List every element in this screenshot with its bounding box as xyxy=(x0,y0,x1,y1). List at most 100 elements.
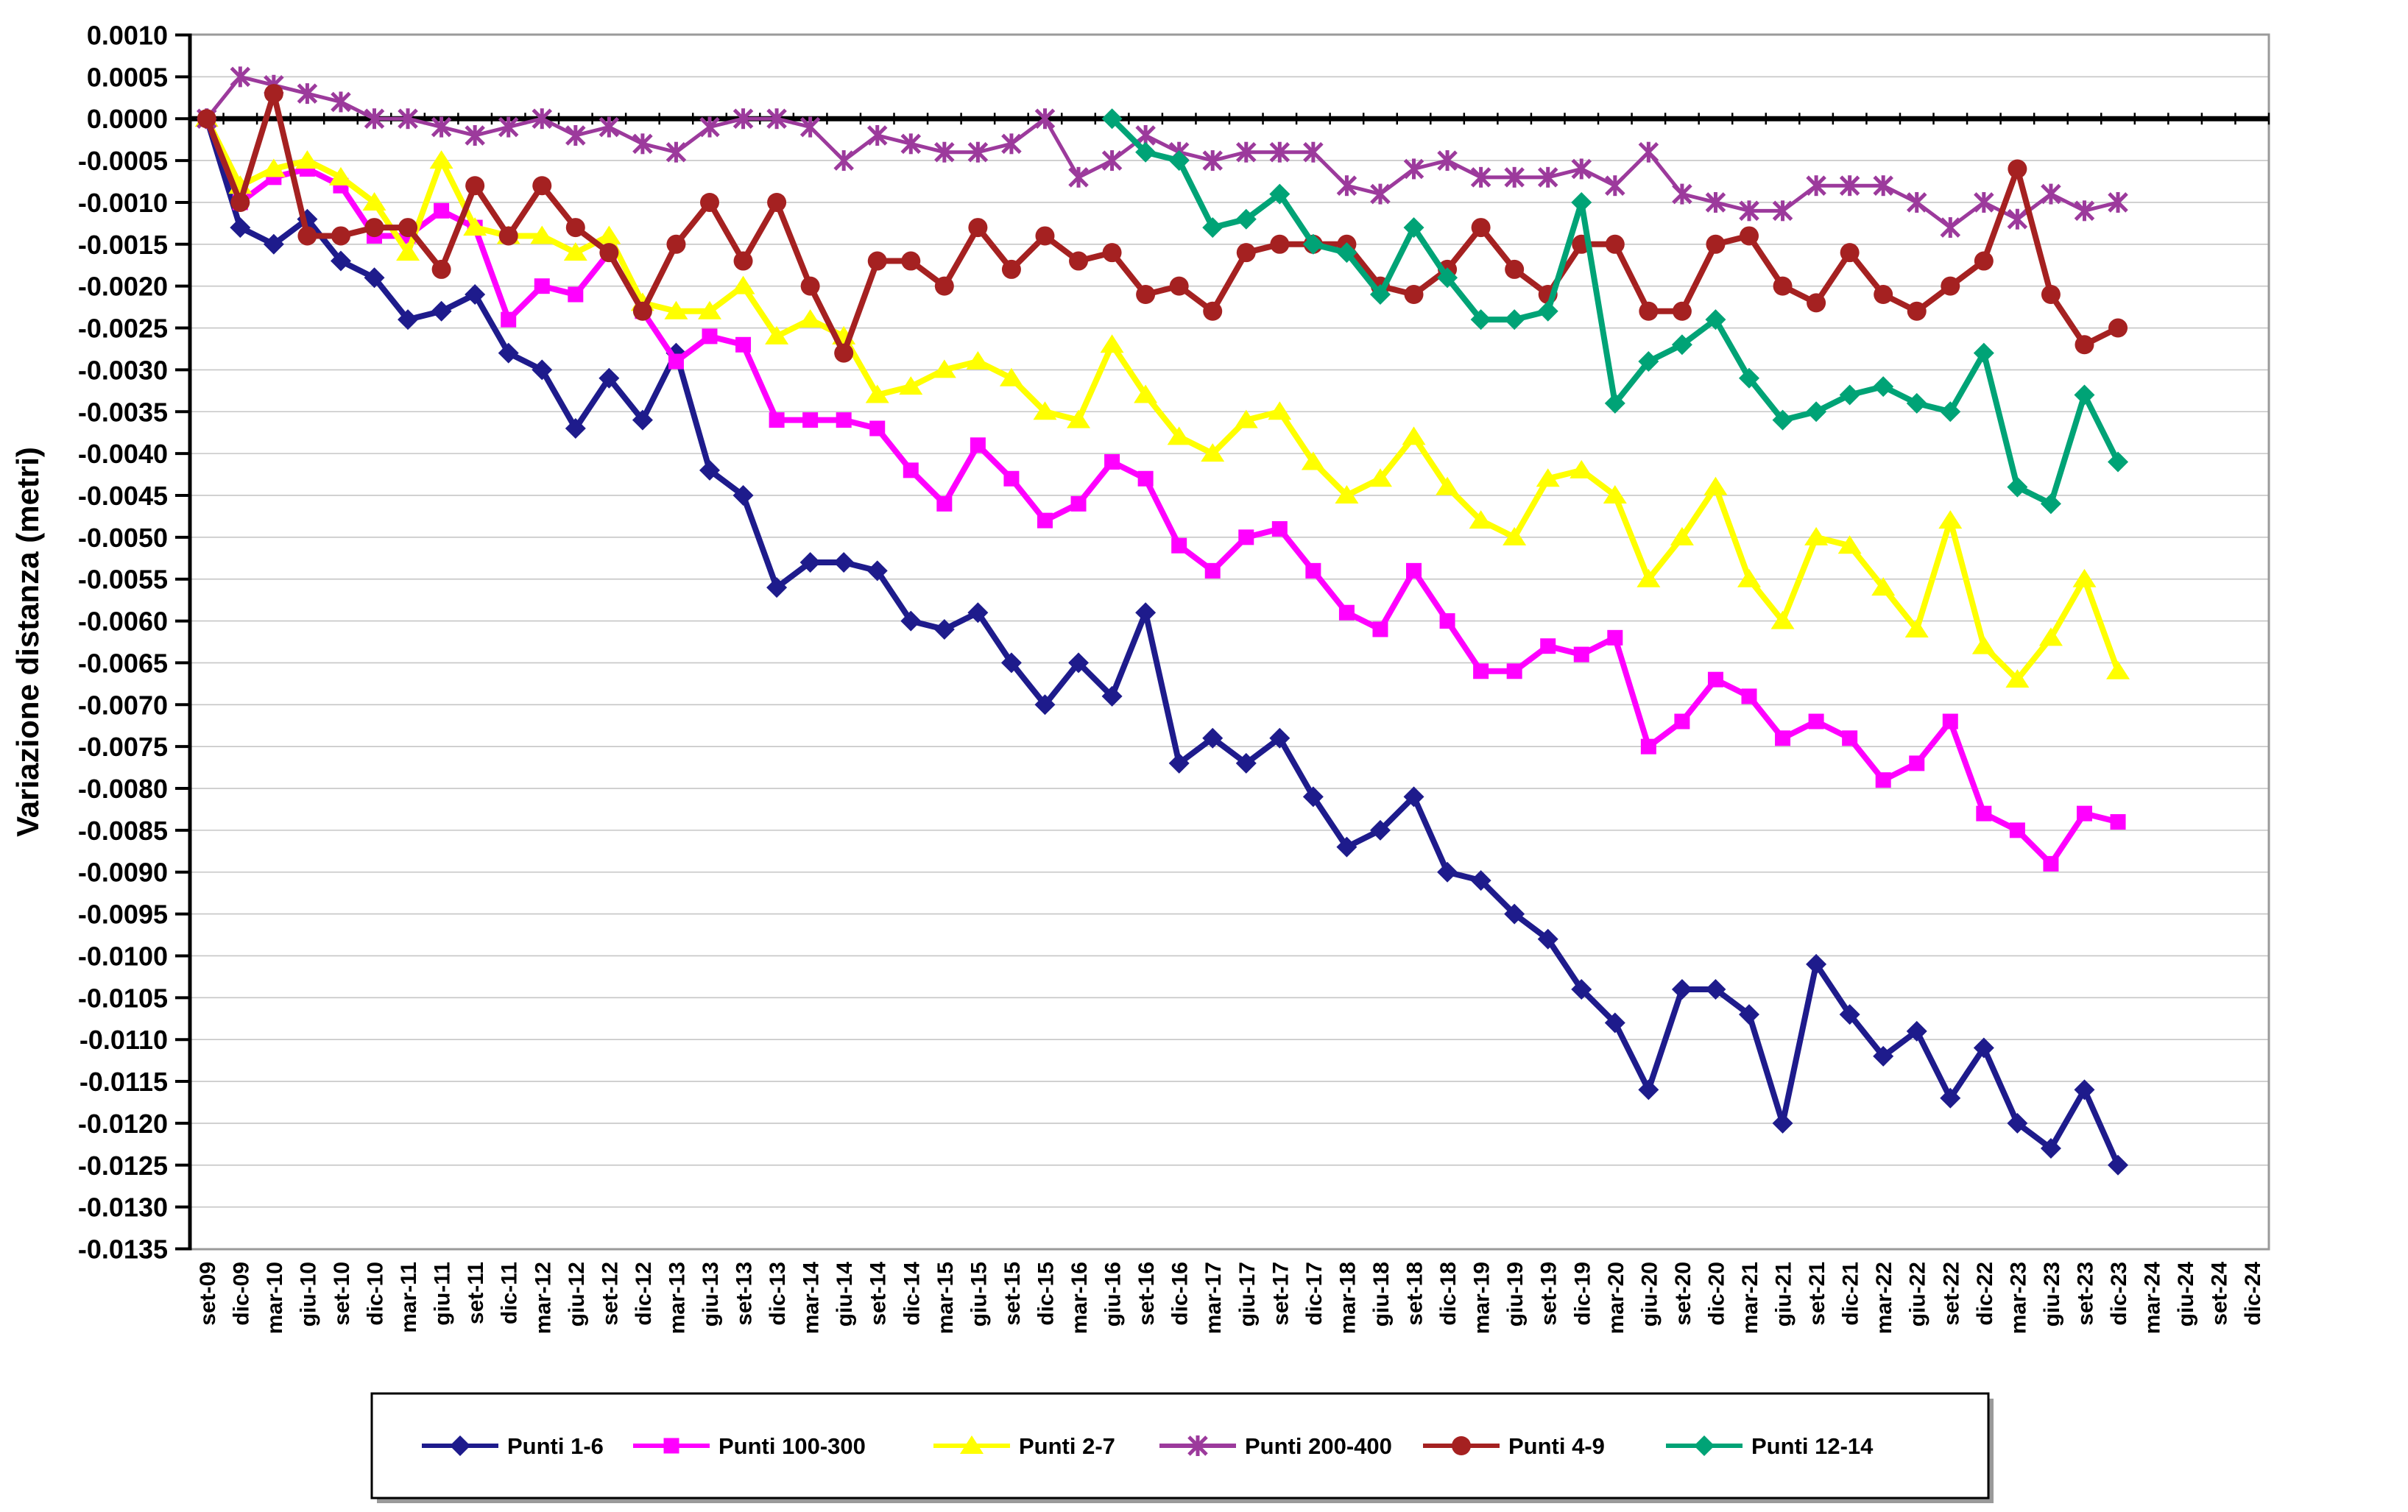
x-tick-label: set-19 xyxy=(1537,1262,1561,1326)
y-tick-label: -0.0125 xyxy=(78,1151,168,1181)
data-point-marker xyxy=(1671,334,1692,356)
y-tick-label: -0.0035 xyxy=(78,397,168,427)
series-punti-2-7 xyxy=(194,108,2130,688)
data-point-marker xyxy=(396,242,420,261)
x-tick-label: giu-18 xyxy=(1369,1262,1394,1326)
x-tick-label: dic-24 xyxy=(2241,1262,2265,1326)
x-tick-label: giu-12 xyxy=(565,1262,589,1326)
data-point-marker xyxy=(1302,233,1324,255)
x-tick-label: giu-19 xyxy=(1503,1262,1528,1326)
data-point-marker xyxy=(1570,459,1594,478)
data-point-marker xyxy=(1235,208,1257,230)
data-point-marker xyxy=(597,225,621,244)
data-point-marker xyxy=(766,577,788,598)
x-tick-label: mar-17 xyxy=(1201,1262,1226,1334)
data-point-marker xyxy=(1874,285,1893,305)
data-point-marker xyxy=(2040,493,2061,515)
data-point-marker xyxy=(702,328,718,345)
data-point-marker xyxy=(1270,234,1290,254)
data-point-marker xyxy=(1536,468,1560,487)
x-tick-label: set-16 xyxy=(1134,1262,1159,1326)
data-point-marker xyxy=(1369,819,1391,841)
legend-item: Punti 1-6 xyxy=(422,1433,604,1459)
y-tick-label: -0.0060 xyxy=(78,607,168,637)
y-tick-label: -0.0110 xyxy=(80,1025,168,1055)
data-point-marker xyxy=(530,225,554,244)
x-tick-label: giu-20 xyxy=(1637,1262,1662,1326)
data-point-marker xyxy=(431,259,451,279)
data-point-marker xyxy=(1137,470,1154,487)
data-point-marker xyxy=(798,309,822,328)
data-point-marker xyxy=(498,342,519,364)
data-point-marker xyxy=(2043,855,2059,872)
data-point-marker xyxy=(331,226,350,246)
data-point-marker xyxy=(731,275,755,294)
data-point-marker xyxy=(800,276,820,296)
x-tick-label: mar-15 xyxy=(933,1262,958,1334)
data-point-marker xyxy=(599,367,620,389)
data-point-marker xyxy=(1033,401,1057,420)
data-point-marker xyxy=(1775,730,1791,746)
data-point-marker xyxy=(666,234,686,254)
data-point-marker xyxy=(501,311,517,328)
data-point-marker xyxy=(836,412,852,428)
data-point-marker xyxy=(970,437,986,453)
legend-item: Punti 100-300 xyxy=(633,1433,866,1459)
x-tick-label: set-24 xyxy=(2208,1262,2232,1326)
data-point-marker xyxy=(568,286,584,303)
data-point-marker xyxy=(1773,276,1793,296)
data-point-marker xyxy=(1906,392,1927,414)
data-point-marker xyxy=(1638,351,1659,372)
y-tick-label: -0.0020 xyxy=(78,272,168,302)
series-punti-1-6 xyxy=(196,108,2129,1176)
data-point-marker xyxy=(364,267,385,289)
y-tick-label: -0.0080 xyxy=(78,774,168,804)
y-tick-label: -0.0120 xyxy=(78,1109,168,1139)
legend-item: Punti 200-400 xyxy=(1159,1433,1392,1459)
data-point-marker xyxy=(1238,529,1254,545)
x-tick-label: dic-16 xyxy=(1168,1262,1193,1326)
legend-label: Punti 2-7 xyxy=(1019,1433,1115,1459)
data-point-marker xyxy=(1904,618,1929,637)
data-point-marker xyxy=(1739,367,1759,389)
data-point-marker xyxy=(1404,285,1424,305)
data-point-marker xyxy=(1471,218,1491,238)
data-point-marker xyxy=(1705,309,1726,331)
series-punti-200-400 xyxy=(197,66,2128,239)
data-point-marker xyxy=(328,166,353,186)
data-point-marker xyxy=(1403,217,1424,239)
data-point-marker xyxy=(699,459,720,481)
y-tick-label: -0.0015 xyxy=(78,230,168,260)
data-point-marker xyxy=(2108,1154,2129,1176)
data-point-marker xyxy=(869,420,886,437)
data-point-marker xyxy=(1875,772,1891,788)
data-point-marker xyxy=(668,353,684,370)
data-point-marker xyxy=(1503,526,1527,545)
data-point-marker xyxy=(532,176,552,196)
data-point-marker xyxy=(966,351,990,370)
x-tick-label: mar-14 xyxy=(799,1262,824,1335)
x-tick-label: giu-11 xyxy=(431,1262,455,1326)
data-point-marker xyxy=(1571,191,1592,213)
data-point-marker xyxy=(563,242,587,261)
x-tick-label: set-23 xyxy=(2073,1262,2097,1326)
x-tick-label: dic-12 xyxy=(632,1262,656,1326)
data-point-marker xyxy=(1839,384,1860,406)
data-point-marker xyxy=(297,226,317,246)
data-point-marker xyxy=(936,495,953,512)
data-point-marker xyxy=(1670,526,1694,545)
data-point-marker xyxy=(330,250,351,272)
data-point-marker xyxy=(1940,401,1961,423)
data-point-marker xyxy=(899,376,923,395)
data-point-marker xyxy=(450,1435,470,1456)
y-tick-label: -0.0040 xyxy=(78,439,168,469)
y-tick-label: -0.0095 xyxy=(78,900,168,930)
x-tick-label: mar-24 xyxy=(2141,1262,2165,1335)
data-point-marker xyxy=(1603,484,1627,504)
x-tick-label: dic-11 xyxy=(498,1262,522,1324)
data-point-marker xyxy=(429,150,453,169)
data-point-marker xyxy=(1470,870,1491,891)
data-point-marker xyxy=(364,218,384,238)
data-point-marker xyxy=(1873,376,1894,398)
data-point-marker xyxy=(1100,334,1124,353)
